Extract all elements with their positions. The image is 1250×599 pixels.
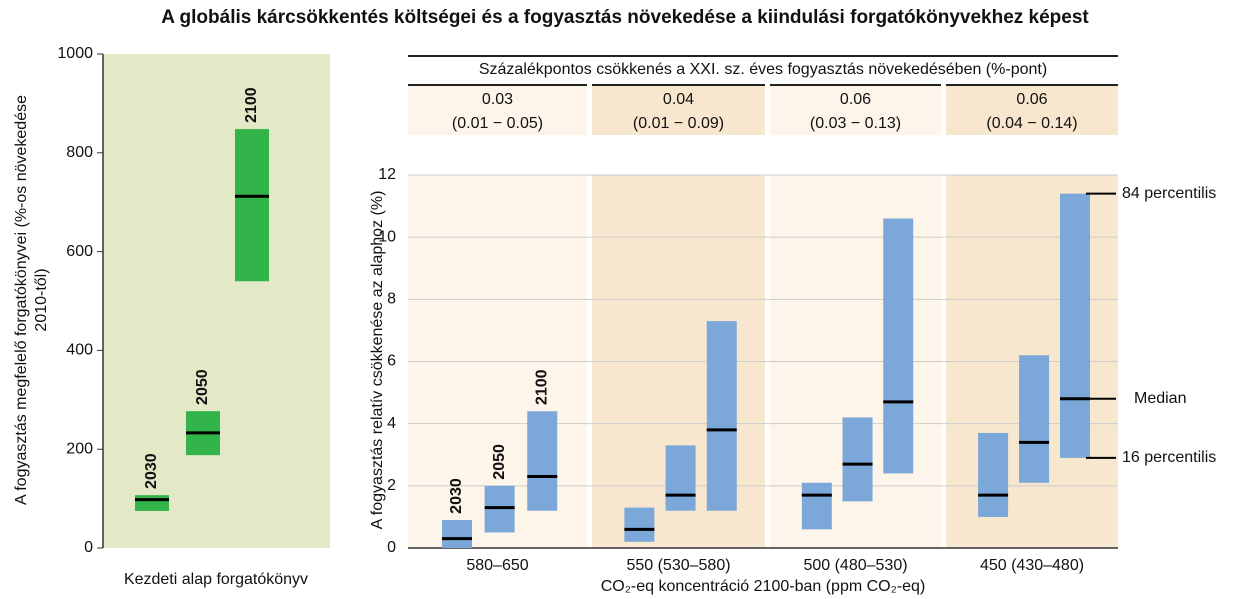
header-range: (0.03 − 0.13): [810, 115, 901, 132]
range-bar: [842, 417, 873, 502]
y-axis-label: A fogyasztás relatív csökkenése az alaph…: [369, 191, 386, 530]
series-label: 2050: [491, 444, 508, 480]
header-title: Százalékpontos csökkenés a XXI. sz. éves…: [479, 61, 1047, 78]
y-tick-label: 0: [387, 539, 396, 556]
range-bar: [624, 507, 655, 542]
range-bar: [235, 129, 269, 282]
y-tick-label: 12: [378, 166, 396, 183]
x-tick-label: 550 (530–580): [626, 557, 730, 574]
y-axis-label: A fogyasztás megfelelő forgatókönyvei (%…: [13, 95, 30, 505]
y-tick-label: 600: [66, 243, 93, 260]
y-tick-label: 10: [378, 228, 396, 245]
y-tick-label: 8: [387, 291, 396, 308]
category-label: 2030: [143, 453, 160, 489]
range-bar: [883, 218, 914, 474]
header-cell: [770, 85, 941, 135]
y-tick-label: 2: [387, 477, 396, 494]
x-tick-label: 450 (430–480): [980, 557, 1084, 574]
header-range: (0.01 − 0.05): [452, 115, 543, 132]
chart-title: A globális kárcsökkentés költségei és a …: [161, 7, 1089, 28]
plot-background: [103, 54, 330, 548]
range-bar: [1060, 193, 1090, 458]
header-value: 0.06: [1016, 91, 1047, 108]
header-cell: [408, 85, 587, 135]
header-value: 0.06: [840, 91, 871, 108]
range-bar: [1019, 355, 1050, 483]
y-tick-label: 200: [66, 440, 93, 457]
range-bar: [442, 520, 473, 548]
category-label: 2050: [194, 369, 211, 405]
y-tick-label: 0: [84, 539, 93, 556]
range-bar: [801, 482, 832, 530]
annotation: 16 percentilis: [1122, 449, 1216, 466]
range-bar: [978, 432, 1009, 517]
y-axis-label: 2010-től): [33, 268, 50, 331]
series-label: 2030: [448, 478, 465, 514]
x-axis-label: Kezdeti alap forgatókönyv: [124, 571, 308, 588]
series-label: 2100: [533, 369, 550, 405]
y-tick-label: 400: [66, 342, 93, 359]
range-bar: [484, 485, 515, 533]
header-range: (0.01 − 0.09): [633, 115, 724, 132]
annotation: 84 percentilis: [1122, 185, 1216, 202]
y-tick-label: 4: [387, 415, 396, 432]
category-label: 2100: [243, 87, 260, 123]
range-bar: [527, 411, 558, 511]
header-range: (0.04 − 0.14): [986, 115, 1077, 132]
range-bar: [665, 445, 696, 511]
header-value: 0.03: [482, 91, 513, 108]
annotation: Median: [1134, 390, 1186, 407]
header-value: 0.04: [663, 91, 694, 108]
y-tick-label: 1000: [57, 45, 93, 62]
header-cell: [946, 85, 1118, 135]
x-tick-label: 500 (480–530): [803, 557, 907, 574]
x-tick-label: 580–650: [466, 557, 528, 574]
y-tick-label: 800: [66, 144, 93, 161]
x-axis-label: CO₂-eq koncentráció 2100-ban (ppm CO₂-eq…: [601, 578, 926, 595]
range-bar: [135, 495, 169, 511]
header-cell: [592, 85, 765, 135]
y-tick-label: 6: [387, 353, 396, 370]
range-bar: [706, 321, 737, 511]
